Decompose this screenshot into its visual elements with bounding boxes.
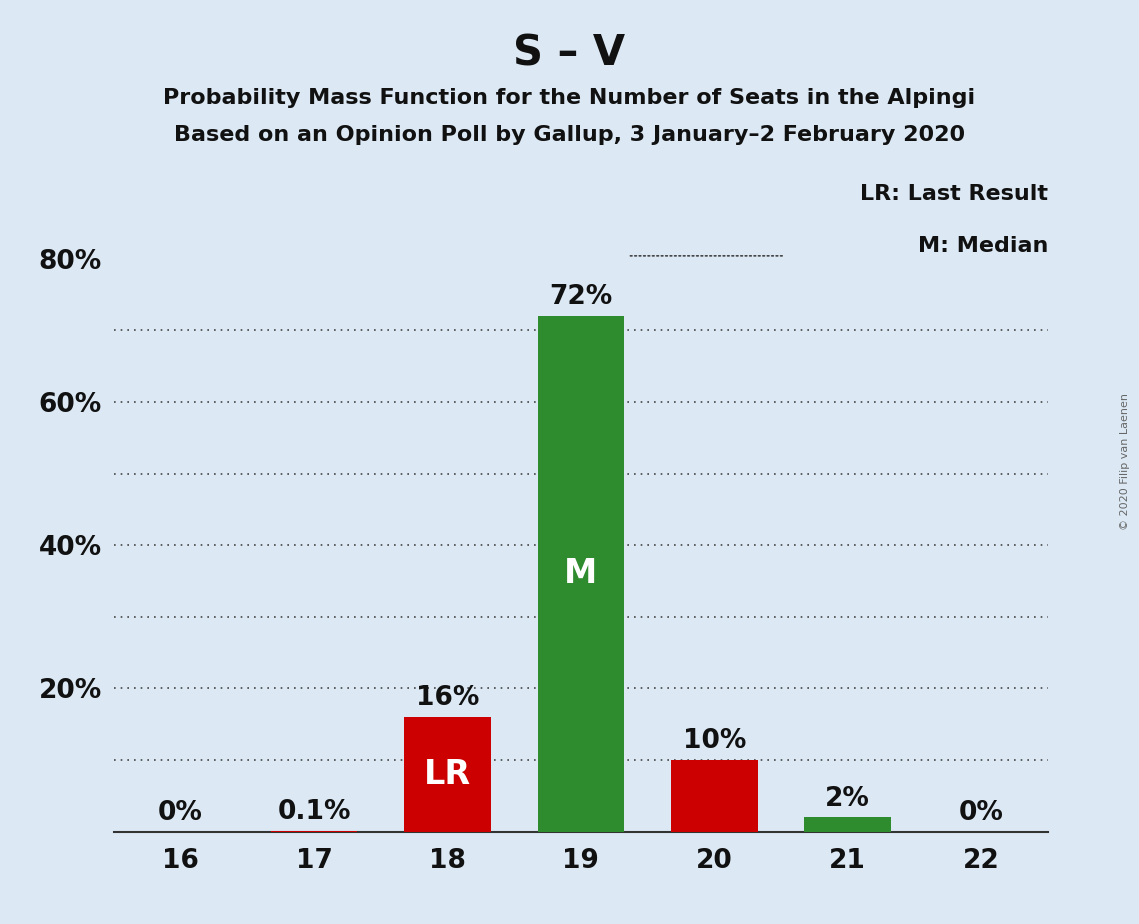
Text: M: Median: M: Median [918,236,1048,256]
Text: LR: LR [424,758,472,791]
Text: Probability Mass Function for the Number of Seats in the Alpingi: Probability Mass Function for the Number… [163,88,976,108]
Text: M: M [564,557,598,590]
Text: Based on an Opinion Poll by Gallup, 3 January–2 February 2020: Based on an Opinion Poll by Gallup, 3 Ja… [174,125,965,145]
Bar [804,817,891,832]
Text: 0%: 0% [959,800,1003,826]
Text: LR: Last Result: LR: Last Result [860,184,1048,204]
Text: S – V: S – V [514,32,625,74]
Bar [404,717,491,832]
Text: 0%: 0% [158,800,203,826]
Text: 2%: 2% [826,785,870,811]
Bar [538,316,624,832]
Text: 16%: 16% [416,686,480,711]
Text: © 2020 Filip van Laenen: © 2020 Filip van Laenen [1121,394,1130,530]
Text: 0.1%: 0.1% [277,799,351,825]
Text: 10%: 10% [682,728,746,754]
Bar [671,760,757,832]
Text: 72%: 72% [549,285,613,310]
